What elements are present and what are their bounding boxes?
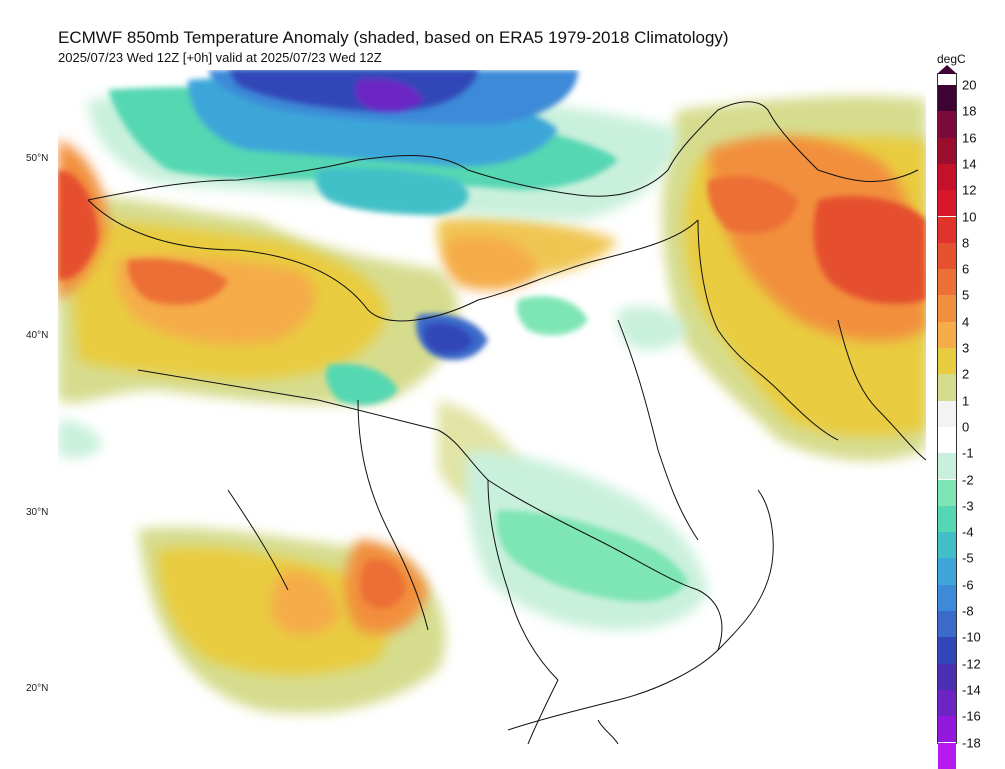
colorbar-segment <box>938 742 956 769</box>
latitude-label-30n: 30°N <box>26 507 49 518</box>
colorbar-tick-label: 2 <box>962 366 970 382</box>
colorbar-tick-label: 8 <box>962 235 970 251</box>
colorbar <box>937 73 957 769</box>
map-subtitle: 2025/07/23 Wed 12Z [+0h] valid at 2025/0… <box>58 50 382 65</box>
colorbar-unit: degC <box>937 52 966 66</box>
colorbar-tick-label: 5 <box>962 287 970 303</box>
latitude-label-40n: 40°N <box>26 330 49 341</box>
colorbar-tick-label: 14 <box>962 156 977 172</box>
colorbar-tick-label: -4 <box>962 524 974 540</box>
colorbar-segment <box>938 242 956 270</box>
colorbar-tick-label: 12 <box>962 182 977 198</box>
colorbar-tick-label: -12 <box>962 656 981 672</box>
colorbar-segment <box>938 374 956 401</box>
colorbar-tick-label: -10 <box>962 629 981 645</box>
boundary-lines <box>87 101 926 744</box>
colorbar-segment <box>938 216 956 243</box>
colorbar-segment <box>938 479 956 506</box>
colorbar-tick-label: -14 <box>962 682 981 698</box>
colorbar-tick-label: -8 <box>962 603 974 619</box>
colorbar-tick-label: -2 <box>962 472 974 487</box>
colorbar-segment <box>938 689 956 717</box>
colorbar-tick-label: -3 <box>962 498 974 514</box>
colorbar-segment <box>938 321 956 348</box>
colorbar-segment <box>938 111 956 138</box>
colorbar-tick-label: 6 <box>962 261 970 277</box>
colorbar-tick-label: 3 <box>962 340 970 356</box>
colorbar-tick-label: 16 <box>962 130 977 146</box>
latitude-label-20n: 20°N <box>26 683 49 694</box>
colorbar-tick-label: -5 <box>962 550 974 566</box>
colorbar-segment <box>938 505 956 533</box>
colorbar-segment <box>938 716 956 743</box>
colorbar-tick-label: 10 <box>962 209 977 224</box>
colorbar-segment <box>938 163 956 191</box>
colorbar-tick-label: 18 <box>962 103 977 119</box>
colorbar-segment <box>938 85 956 112</box>
colorbar-tick-label: -6 <box>962 577 974 593</box>
colorbar-segment <box>938 637 956 664</box>
colorbar-tick-label: -1 <box>962 445 974 461</box>
colorbar-segment <box>938 400 956 427</box>
anomaly-map[interactable] <box>58 70 926 744</box>
colorbar-segment <box>938 269 956 296</box>
colorbar-segment <box>938 532 956 559</box>
colorbar-segment <box>938 295 956 322</box>
anomaly-layer-plus8 <box>58 170 926 609</box>
colorbar-segment <box>938 584 956 611</box>
colorbar-tick-label: -18 <box>962 735 981 750</box>
colorbar-tick-label: 0 <box>962 419 970 435</box>
latitude-label-50n: 50°N <box>26 153 49 164</box>
colorbar-segment <box>938 611 956 638</box>
anomaly-map-svg <box>58 70 926 744</box>
colorbar-segment <box>938 348 956 375</box>
colorbar-segment <box>938 190 956 217</box>
colorbar-tick-label: -16 <box>962 708 981 724</box>
anomaly-layer-minus12 <box>228 70 478 354</box>
colorbar-tick-label: 1 <box>962 393 970 409</box>
colorbar-segment <box>938 558 956 585</box>
colorbar-segment <box>938 453 956 480</box>
colorbar-segment <box>938 426 956 454</box>
colorbar-tick-label: 20 <box>962 77 977 93</box>
colorbar-tick-label: 4 <box>962 314 970 330</box>
colorbar-max-arrow <box>937 65 957 74</box>
colorbar-segment <box>938 663 956 690</box>
colorbar-segment <box>938 137 956 164</box>
map-title: ECMWF 850mb Temperature Anomaly (shaded,… <box>58 28 729 47</box>
